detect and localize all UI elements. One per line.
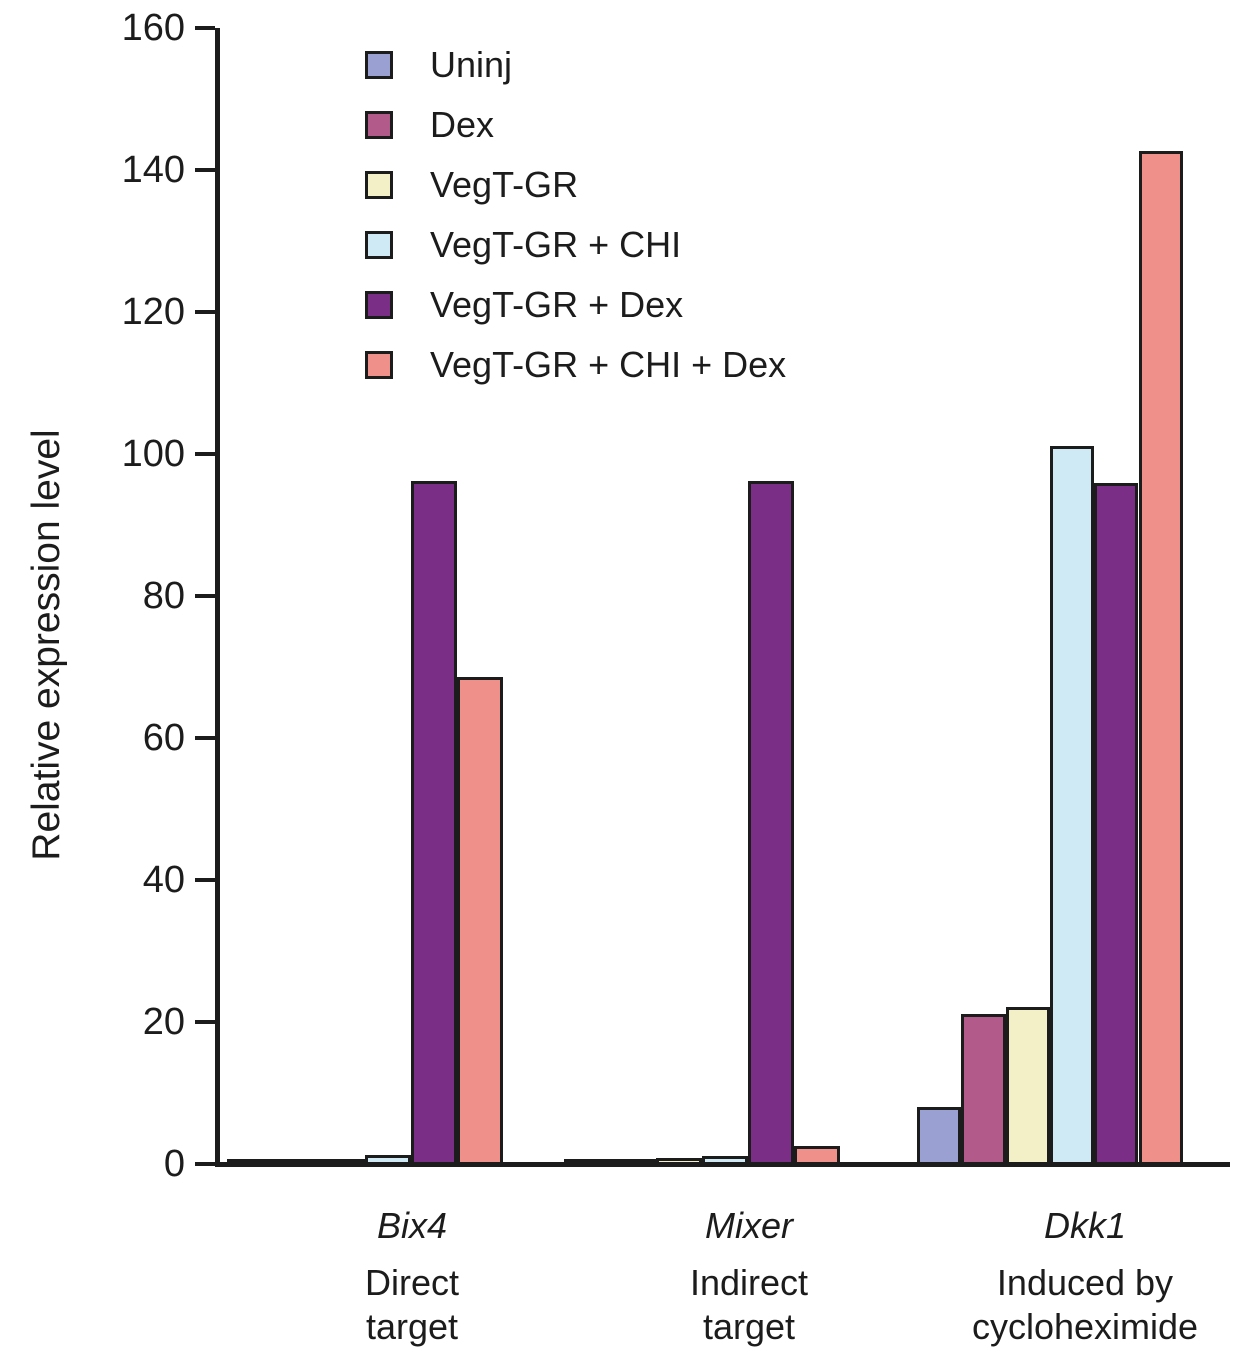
legend-swatch-icon	[365, 51, 393, 79]
legend-label: Dex	[430, 104, 495, 145]
legend-label: VegT-GR	[430, 164, 579, 205]
plot-area: 0 20 40 60 80 100 120 140 160	[122, 7, 1230, 1185]
bar-dkk1-vegt-gr-dex	[1094, 482, 1139, 1162]
legend: Uninj Dex VegT-GR VegT-GR + CHI VegT-GR + De…	[365, 44, 786, 411]
gene-name: Bix4	[376, 1205, 448, 1246]
group-description-line2: cycloheximide	[971, 1306, 1199, 1347]
bar-mixer-dex	[610, 1159, 656, 1162]
bar-mixer-vegt-gr-chi	[702, 1156, 748, 1162]
legend-swatch-icon	[365, 171, 393, 199]
bar-dkk1-uninj	[917, 1106, 962, 1162]
legend-label: VegT-GR + CHI	[430, 224, 682, 265]
legend-item-2: VegT-GR	[365, 164, 786, 205]
y-tick-label-100: 100	[121, 432, 185, 475]
bar-bix4-vegt-gr-dex	[411, 481, 457, 1162]
bar-mixer-uninj	[564, 1159, 610, 1162]
group-description-line2: target	[365, 1306, 459, 1347]
y-tick-label-20: 20	[142, 1000, 185, 1043]
y-tick-label-0: 0	[163, 1142, 185, 1185]
gene-name: Dkk1	[1043, 1205, 1127, 1246]
y-tick-100	[195, 451, 215, 456]
bar-mixer-vegt-gr	[656, 1158, 702, 1162]
y-tick-label-140: 140	[121, 148, 185, 191]
bar-bix4-vegt-gr-chi	[365, 1154, 411, 1162]
group-description-line1: Induced by	[996, 1262, 1174, 1303]
y-tick-20	[195, 1019, 215, 1024]
y-tick-60	[195, 735, 215, 740]
bar-bix4-uninj	[227, 1159, 273, 1162]
y-tick-label-60: 60	[142, 716, 185, 759]
y-tick-label-40: 40	[142, 858, 185, 901]
bar-dkk1-vegt-gr	[1005, 1007, 1050, 1162]
legend-item-3: VegT-GR + CHI	[365, 224, 786, 265]
group-label-dkk1: Dkk1 Induced by cycloheximide	[885, 1205, 1254, 1349]
group-description-line2: target	[702, 1306, 796, 1347]
group-description-line1: Direct	[364, 1262, 459, 1303]
bar-dkk1-vegt-gr-chi	[1049, 445, 1095, 1162]
y-tick-140	[195, 167, 215, 172]
y-tick-label-120: 120	[121, 290, 185, 333]
bar-dkk1-dex	[961, 1013, 1006, 1162]
bar-mixer-vegt-gr-dex	[748, 481, 794, 1162]
y-tick-80	[195, 593, 215, 598]
legend-label: VegT-GR + Dex	[430, 284, 684, 325]
gene-name: Mixer	[705, 1205, 793, 1246]
y-tick-0	[195, 1161, 215, 1166]
y-tick-label-160: 160	[121, 7, 185, 49]
legend-label: Uninj	[430, 44, 513, 85]
x-axis-line	[215, 1162, 1230, 1167]
legend-item-5: VegT-GR + CHI + Dex	[365, 344, 786, 385]
y-axis-line	[215, 28, 220, 1162]
group-description-line1: Indirect	[689, 1262, 809, 1303]
bar-bix4-dex	[273, 1159, 319, 1162]
legend-swatch-icon	[365, 111, 393, 139]
legend-item-4: VegT-GR + Dex	[365, 284, 786, 325]
bar-dkk1-vegt-gr-chi-dex	[1138, 151, 1183, 1162]
bar-bix4-vegt-gr	[319, 1159, 365, 1162]
y-tick-label-80: 80	[142, 574, 185, 617]
bar-bix4-vegt-gr-chi-dex	[457, 676, 503, 1162]
y-tick-40	[195, 877, 215, 882]
y-tick-120	[195, 309, 215, 314]
legend-swatch-icon	[365, 231, 393, 259]
legend-swatch-icon	[365, 291, 393, 319]
legend-label: VegT-GR + CHI + Dex	[430, 344, 787, 385]
legend-item-1: Dex	[365, 104, 786, 145]
group-label-bix4: Bix4 Direct target	[212, 1205, 612, 1349]
y-axis-title: Relative expression level	[25, 429, 68, 861]
legend-swatch-icon	[365, 351, 393, 379]
y-tick-160	[195, 26, 215, 30]
group-label-mixer: Mixer Indirect target	[549, 1205, 949, 1349]
bar-mixer-vegt-gr-chi-dex	[794, 1146, 840, 1162]
legend-item-0: Uninj	[365, 44, 786, 85]
